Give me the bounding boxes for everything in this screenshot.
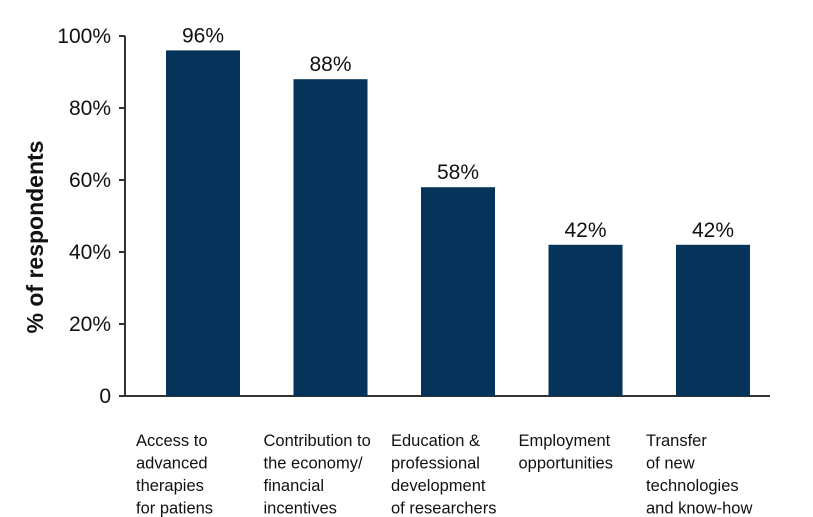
y-tick-label: 60% — [69, 169, 111, 192]
category-label-line: technologies — [646, 477, 739, 495]
category-label-line: professional — [391, 455, 480, 473]
category-labels: Access to advanced therapies for patiens Con… — [136, 432, 752, 517]
category-label-line: the economy/ — [264, 455, 363, 473]
category-label-line: Access to — [136, 432, 208, 450]
y-ticks: 0 20% 40% 60% 80% 100% — [57, 25, 125, 408]
category-label-line: opportunities — [519, 455, 613, 473]
y-tick-label: 0 — [99, 385, 111, 408]
category-label: Transfer of new technologies and know-how — [646, 432, 752, 517]
y-tick-label: 40% — [69, 241, 111, 264]
bar-value-label: 88% — [309, 53, 351, 76]
bar — [293, 79, 368, 396]
y-tick-label: 80% — [69, 97, 111, 120]
category-label-line: of researchers — [391, 500, 496, 517]
category-label-line: development — [391, 477, 486, 495]
bar — [676, 244, 750, 396]
y-tick-label: 100% — [57, 25, 111, 48]
category-label-line: incentives — [264, 500, 337, 517]
category-label-line: Transfer — [646, 432, 707, 450]
category-label-line: for patiens — [136, 500, 213, 517]
category-label-line: of new — [646, 455, 695, 473]
bar-value-label: 42% — [564, 219, 606, 242]
y-tick-label: 20% — [69, 313, 111, 336]
bar — [166, 50, 240, 397]
bars — [166, 50, 750, 397]
category-label-line: Education & — [391, 432, 480, 450]
category-label-line: Employment — [519, 432, 611, 450]
y-axis-label: % of respondents — [22, 141, 48, 334]
category-label: Education & professional development of res… — [391, 432, 496, 517]
bar-value-label: 96% — [182, 24, 224, 47]
bar-value-label: 58% — [437, 161, 479, 184]
bar — [548, 244, 623, 396]
category-label-line: Contribution to — [264, 432, 371, 450]
category-label: Access to advanced therapies for patiens — [136, 432, 213, 517]
bar — [421, 187, 495, 396]
category-label-line: advanced — [136, 455, 208, 473]
value-labels: 96% 88% 58% 42% 42% — [182, 24, 734, 241]
category-label-line: and know-how — [646, 500, 752, 517]
category-label-line: financial — [264, 477, 325, 495]
category-label: Employment opportunities — [519, 432, 613, 473]
category-label: Contribution to the economy/financial ince… — [264, 432, 371, 517]
category-label-line: therapies — [136, 477, 204, 495]
bar-value-label: 42% — [692, 219, 734, 242]
